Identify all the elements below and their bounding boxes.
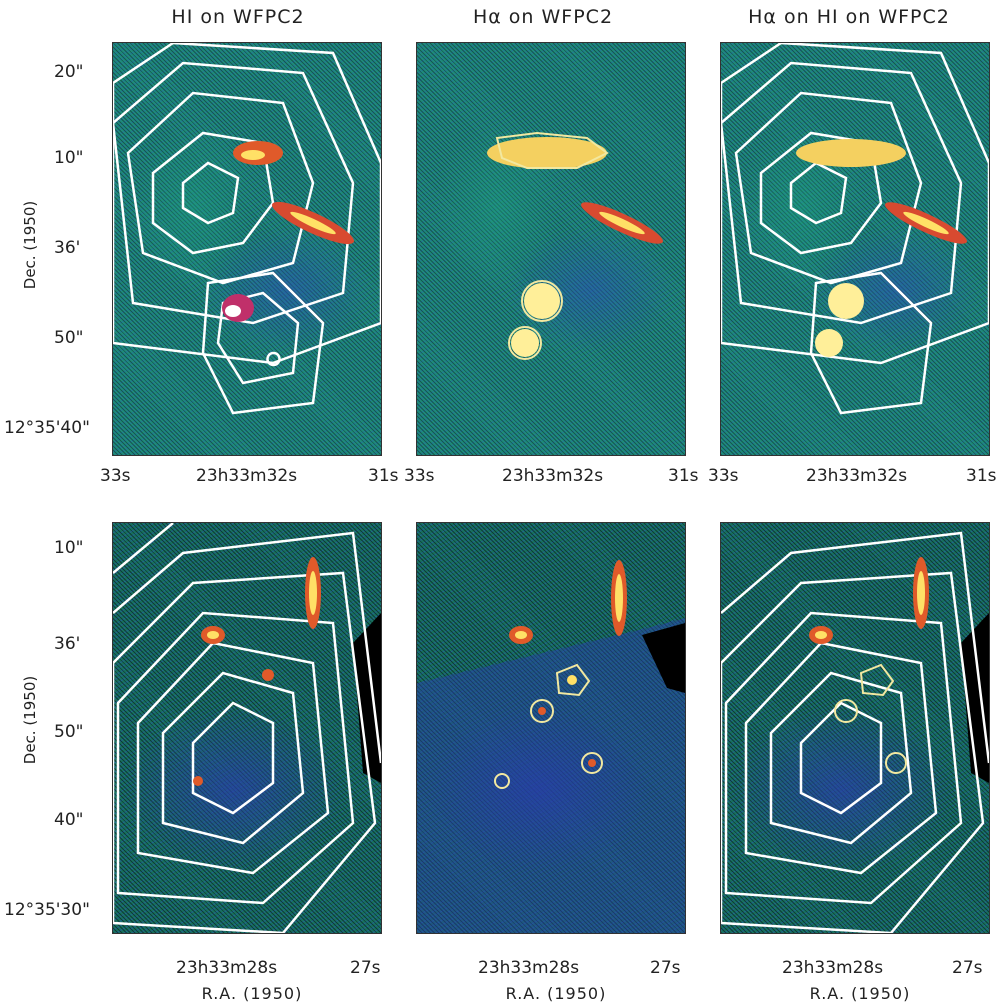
image-panel-halpha-hi-top xyxy=(720,42,990,456)
ra-tick: 23h33m28s xyxy=(478,958,580,978)
dec-tick: 20" xyxy=(54,62,84,82)
ra-axis-label: R.A. (1950) xyxy=(201,984,303,1003)
ra-tick: 23h33m32s xyxy=(806,466,908,486)
ra-tick: 33s xyxy=(404,466,435,486)
panel-title-halpha: Hα on WFPC2 xyxy=(472,6,614,28)
dec-axis-label-top: Dec. (1950) xyxy=(21,200,39,290)
dec-axis-label-bottom: Dec. (1950) xyxy=(21,675,39,765)
dec-tick: 12°35'40" xyxy=(4,418,90,438)
image-panel-halpha-bottom xyxy=(416,522,686,934)
ra-axis-label: R.A. (1950) xyxy=(505,984,607,1003)
hi-contours xyxy=(113,43,381,415)
ra-tick: 33s xyxy=(708,466,739,486)
hi-contours xyxy=(113,523,381,933)
halpha-region xyxy=(487,137,607,169)
dec-tick: 10" xyxy=(54,148,84,168)
panel-title-hi: HI on WFPC2 xyxy=(171,6,305,28)
ra-axis-label: R.A. (1950) xyxy=(809,984,911,1003)
halpha-contours xyxy=(417,560,685,933)
dec-tick: 36' xyxy=(54,238,81,258)
ra-tick: 23h33m32s xyxy=(502,466,604,486)
combined-contours xyxy=(721,43,989,415)
panel-title-halpha-hi: Hα on HI on WFPC2 xyxy=(748,6,950,28)
image-panel-halpha-hi-bottom xyxy=(720,522,990,934)
dec-tick: 50" xyxy=(54,328,84,348)
image-panel-hi-bottom xyxy=(112,522,382,934)
ra-tick: 31s xyxy=(966,466,997,486)
ra-tick: 23h33m28s xyxy=(782,958,884,978)
ra-tick: 27s xyxy=(650,958,681,978)
dec-tick: 12°35'30" xyxy=(4,900,90,920)
dec-tick: 10" xyxy=(54,538,84,558)
ra-tick: 33s xyxy=(100,466,131,486)
ra-tick: 27s xyxy=(350,958,381,978)
combined-contours xyxy=(721,531,989,933)
halpha-contours xyxy=(487,131,663,360)
image-panel-halpha-top xyxy=(416,42,686,456)
ra-tick: 23h33m28s xyxy=(176,958,278,978)
dec-tick: 36' xyxy=(54,634,81,654)
ra-tick: 23h33m32s xyxy=(196,466,298,486)
ra-tick: 31s xyxy=(668,466,699,486)
image-panel-hi-top xyxy=(112,42,382,456)
dec-tick: 40" xyxy=(54,810,84,830)
ra-tick: 27s xyxy=(952,958,983,978)
dec-tick: 50" xyxy=(54,722,84,742)
ra-tick: 31s xyxy=(368,466,399,486)
